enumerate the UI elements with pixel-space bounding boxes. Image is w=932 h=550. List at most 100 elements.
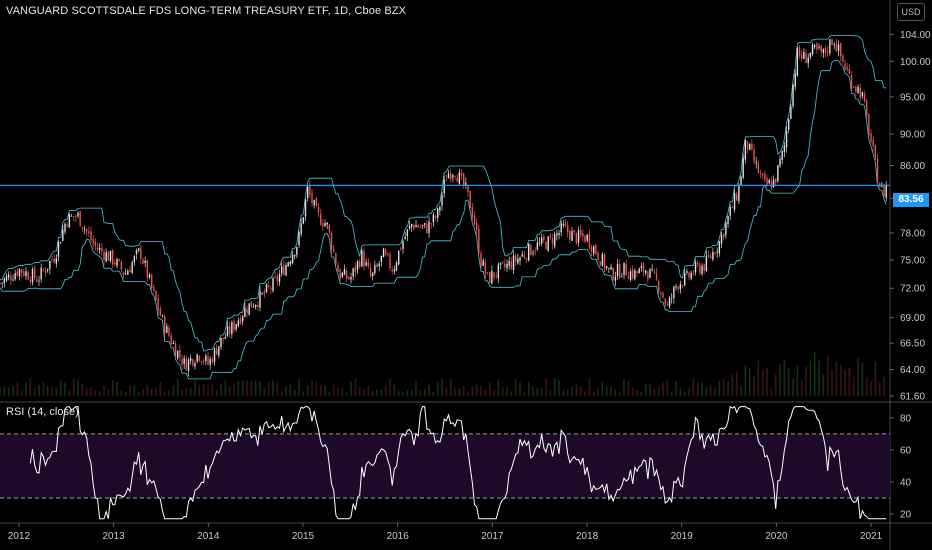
candle-body (649, 268, 651, 278)
volume-bar (688, 387, 690, 396)
candle (645, 269, 647, 276)
candle (59, 241, 62, 244)
candle (866, 98, 868, 119)
candle (833, 41, 835, 50)
candle (493, 272, 495, 282)
candle (447, 169, 450, 179)
candle (651, 264, 653, 272)
candle-body (482, 260, 484, 266)
candle-body (512, 255, 515, 270)
candle-body (380, 255, 383, 262)
candle-body (315, 198, 318, 206)
volume-bar (285, 386, 287, 396)
candle (322, 218, 324, 231)
time-axis-tick-label: 2014 (197, 531, 220, 542)
volume-bar (90, 387, 92, 396)
candle-body (129, 270, 131, 272)
candle-body (241, 316, 244, 322)
candle (649, 268, 651, 279)
volume-bar (653, 388, 656, 396)
candle (5, 273, 8, 282)
candle (636, 270, 638, 277)
candle (762, 172, 764, 180)
candle-body (211, 358, 214, 363)
time-axis[interactable]: 2012 2013 2014 2015 2016 2017 2018 2019 2020 2021 (8, 523, 883, 542)
price-pane[interactable] (0, 35, 890, 397)
candle-body (553, 234, 556, 247)
candle-body (371, 272, 374, 276)
rsi-legend: RSI (14, close) (6, 406, 79, 418)
candle (209, 356, 211, 370)
candle (562, 219, 565, 228)
candle-body (755, 161, 757, 164)
volume-bar (103, 385, 105, 396)
candle-body (276, 276, 279, 282)
candle-body (391, 270, 393, 272)
volume-bar (263, 387, 266, 396)
candle-body (785, 130, 788, 148)
candle (777, 164, 779, 183)
candle-body (837, 44, 840, 51)
volume-bar (571, 386, 573, 396)
candle (116, 257, 118, 269)
candle (265, 283, 268, 294)
candle (625, 259, 627, 276)
candle-body (146, 260, 149, 278)
volume-bar (861, 362, 864, 396)
candle-body (94, 241, 97, 247)
candle-body (53, 258, 55, 263)
candle (495, 271, 497, 280)
candle (365, 258, 367, 267)
candle (855, 85, 857, 97)
volume-bar (142, 389, 144, 396)
candle-body (738, 185, 740, 202)
candle (367, 257, 370, 269)
candle-body (265, 284, 268, 293)
candle (540, 233, 543, 247)
rsi-axis[interactable]: 80 60 40 20 (890, 413, 912, 520)
candle (391, 265, 393, 275)
price-axis[interactable]: 104.00100.0095.0090.0086.0082.0078.0075.… (890, 30, 931, 403)
candle-body (83, 228, 86, 230)
candle (634, 268, 636, 281)
volume-bar (51, 386, 53, 396)
candle-body (365, 262, 367, 266)
candle-body (883, 184, 885, 197)
candle-body (809, 52, 812, 58)
candle (486, 271, 489, 275)
volume-bar (666, 380, 669, 396)
candle (439, 205, 441, 216)
candle-body (285, 264, 287, 276)
candle-body (842, 55, 844, 62)
volume-bar (328, 391, 331, 396)
candle (814, 43, 816, 50)
candle (582, 229, 584, 243)
candle (521, 250, 523, 257)
candle (300, 218, 302, 237)
candle-body (215, 348, 218, 355)
rsi-pane[interactable] (0, 405, 890, 520)
rsi-axis-tick-label: 80 (900, 413, 912, 424)
candle-body (274, 276, 276, 278)
candle-body (168, 327, 170, 336)
candle-body (710, 256, 712, 258)
candle-body (636, 271, 638, 274)
candle-body (640, 266, 643, 269)
candle (445, 174, 448, 181)
volume-bar (42, 381, 45, 396)
candle-body (280, 266, 283, 274)
candle (313, 199, 315, 209)
candle (278, 269, 281, 287)
volume-bar (137, 391, 140, 396)
candle-body (697, 263, 699, 265)
candle-body (679, 283, 682, 290)
candle-body (638, 268, 640, 274)
candle-body (81, 227, 84, 229)
volume-bar (783, 359, 786, 396)
candle-body (508, 260, 510, 266)
currency-badge[interactable]: USD (897, 3, 925, 21)
volume-bar (588, 378, 591, 396)
candle (181, 354, 183, 371)
candle (397, 250, 400, 266)
